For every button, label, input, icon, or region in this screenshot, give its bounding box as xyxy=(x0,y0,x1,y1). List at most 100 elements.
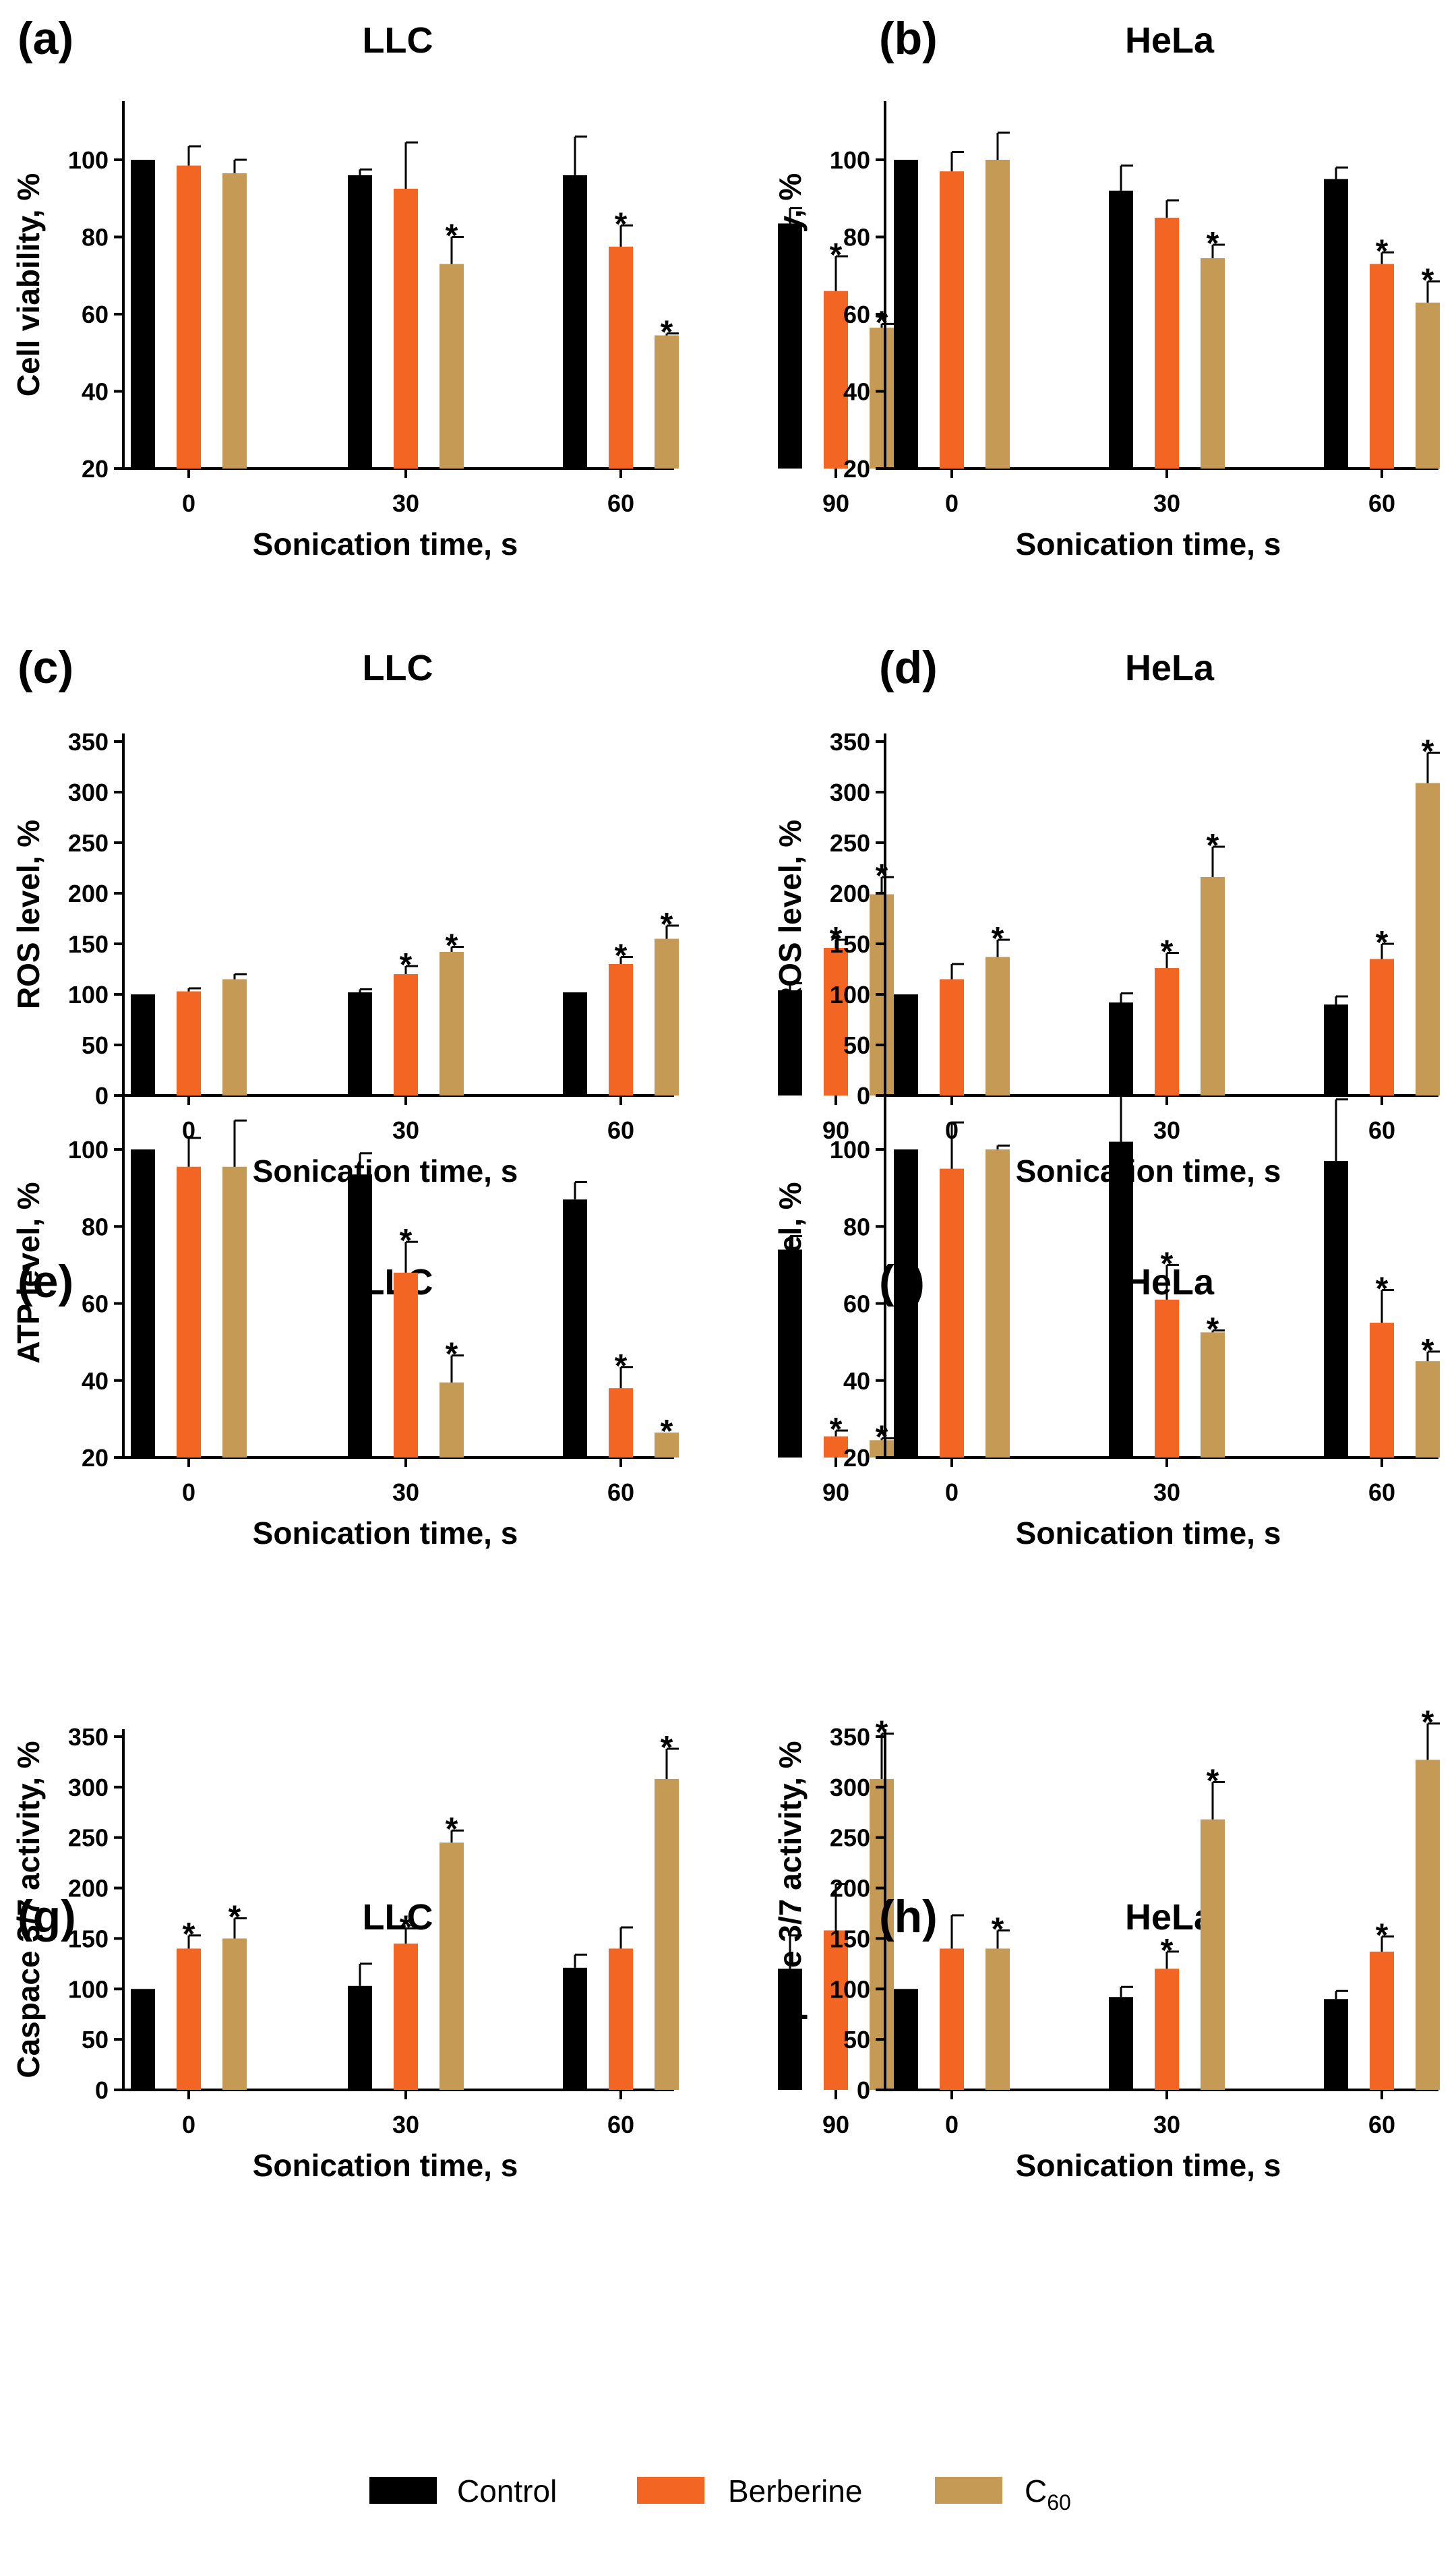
bar xyxy=(131,1989,155,2090)
y-tick-label: 200 xyxy=(68,880,109,907)
panel-letter: (b) xyxy=(879,13,938,64)
panel-title: HeLa xyxy=(1125,1897,1215,1938)
y-tick-label: 50 xyxy=(843,2026,870,2053)
bar xyxy=(1416,1760,1440,2090)
bar xyxy=(609,1948,633,2090)
x-tick-label: 30 xyxy=(392,489,419,517)
legend-label-c60-subscript: 60 xyxy=(1047,2490,1071,2515)
y-tick-label: 50 xyxy=(82,2026,109,2053)
bar xyxy=(655,1778,679,2090)
panel-letter: (g) xyxy=(18,1891,76,1942)
bar xyxy=(894,1149,918,1458)
x-axis-title: Sonication time, s xyxy=(1016,1153,1281,1189)
bar xyxy=(655,938,679,1096)
panel-title: LLC xyxy=(363,1897,433,1938)
bar xyxy=(563,992,587,1096)
bar xyxy=(439,952,464,1096)
bar xyxy=(1370,959,1394,1096)
y-axis-title: Caspace 3/7 activity, % xyxy=(772,1741,808,2078)
significance-star: * xyxy=(830,237,843,273)
bar xyxy=(940,1168,964,1458)
y-tick-label: 200 xyxy=(68,1875,109,1902)
y-tick-label: 300 xyxy=(68,779,109,806)
bar xyxy=(222,1166,247,1458)
significance-star: * xyxy=(229,1899,241,1935)
significance-star: * xyxy=(661,907,673,942)
bar xyxy=(563,1199,587,1458)
significance-star: * xyxy=(615,938,628,974)
bar xyxy=(609,964,633,1096)
significance-star: * xyxy=(1422,734,1434,770)
bar xyxy=(894,1989,918,2090)
y-tick-label: 60 xyxy=(843,1290,870,1318)
x-tick-label: 60 xyxy=(607,2111,634,2138)
bar xyxy=(985,1149,1010,1458)
panel-title: HeLa xyxy=(1125,1262,1215,1302)
significance-star: * xyxy=(1161,1246,1174,1282)
y-tick-label: 150 xyxy=(68,930,109,958)
bar xyxy=(348,1174,372,1458)
bar xyxy=(985,1948,1010,2090)
bar xyxy=(348,1985,372,2090)
bar xyxy=(1155,1299,1179,1458)
y-tick-label: 60 xyxy=(82,1290,109,1318)
bar xyxy=(1201,877,1225,1096)
significance-star: * xyxy=(1207,1311,1219,1347)
y-tick-label: 100 xyxy=(68,981,109,1009)
y-tick-label: 350 xyxy=(68,728,109,756)
chart-panel: (a) LLC 20 40 60 80 100 0 30 60 90 Sonication time,… xyxy=(11,13,894,562)
x-axis-title: Sonication time, s xyxy=(253,527,518,562)
y-tick-label: 250 xyxy=(68,829,109,857)
bar xyxy=(894,160,918,469)
y-tick-label: 80 xyxy=(82,224,109,251)
chart-panel: (f)HeLa204060801000306090Sonication time… xyxy=(772,1088,1440,1551)
y-tick-label: 100 xyxy=(68,146,109,174)
y-tick-label: 40 xyxy=(843,378,870,406)
panel-title: HeLa xyxy=(1125,648,1215,688)
significance-star: * xyxy=(400,1223,413,1259)
bar xyxy=(940,171,964,469)
y-tick-label: 80 xyxy=(843,224,870,251)
legend-swatch-berberine xyxy=(637,2477,704,2504)
x-tick-label: 30 xyxy=(1153,1116,1180,1144)
bar xyxy=(1109,1002,1133,1096)
significance-star: * xyxy=(1376,1271,1389,1307)
bar xyxy=(940,979,964,1096)
bar xyxy=(563,1967,587,2090)
legend-label-c60-main: C xyxy=(1025,2473,1047,2509)
bar xyxy=(1324,179,1348,469)
legend-label-control: Control xyxy=(457,2473,557,2509)
y-tick-label: 100 xyxy=(68,1136,109,1164)
bar xyxy=(394,188,418,469)
bar xyxy=(985,160,1010,469)
bar xyxy=(394,1943,418,2090)
bar xyxy=(439,1842,464,2090)
x-axis-title: Sonication time, s xyxy=(1016,527,1281,562)
x-tick-label: 60 xyxy=(1368,2111,1395,2138)
panel-title: LLC xyxy=(363,648,433,688)
bar xyxy=(609,1388,633,1458)
bar xyxy=(1324,1999,1348,2090)
y-tick-label: 80 xyxy=(82,1213,109,1240)
significance-star: * xyxy=(661,315,673,351)
bar xyxy=(348,175,372,469)
bar xyxy=(131,1149,155,1458)
y-tick-label: 20 xyxy=(843,455,870,483)
legend-label-c60: C60 xyxy=(1025,2473,1071,2515)
x-tick-label: 0 xyxy=(182,2111,195,2138)
bar xyxy=(1370,1323,1394,1458)
significance-star: * xyxy=(446,1811,458,1847)
x-tick-label: 60 xyxy=(607,1116,634,1144)
significance-star: * xyxy=(661,1414,673,1449)
bar xyxy=(177,1166,201,1458)
x-tick-label: 60 xyxy=(1368,1116,1395,1144)
bar xyxy=(1324,1004,1348,1096)
significance-star: * xyxy=(830,1412,843,1447)
bar xyxy=(348,992,372,1096)
y-tick-label: 0 xyxy=(857,1082,870,1110)
significance-star: * xyxy=(1422,1333,1434,1369)
x-tick-label: 0 xyxy=(182,1478,195,1506)
bar xyxy=(824,948,848,1096)
significance-star: * xyxy=(1376,925,1389,961)
